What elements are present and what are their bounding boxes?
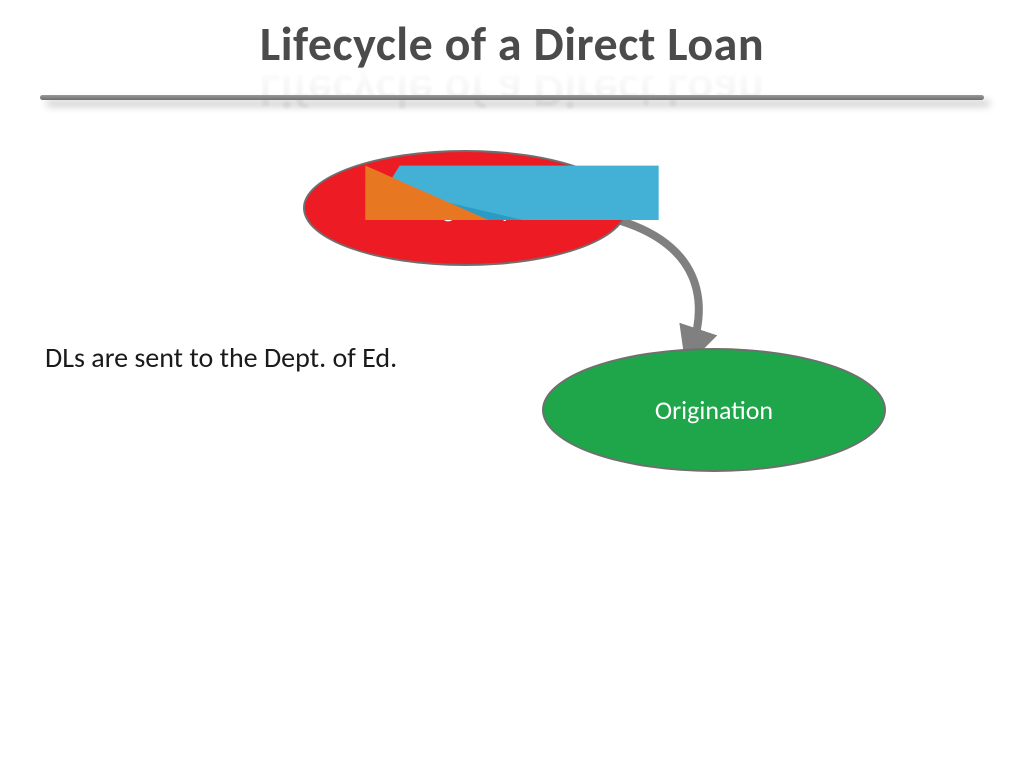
page-number: 8: [969, 709, 978, 731]
node-eligibility-label: Eligibility: [418, 192, 513, 224]
slide: Lifecycle of a Direct Loan Lifecycle of …: [0, 0, 1024, 768]
title-divider: [40, 95, 984, 100]
body-text: DLs are sent to the Dept. of Ed.: [45, 340, 397, 375]
slide-title-reflection: Lifecycle of a Direct Loan: [0, 62, 1024, 121]
node-eligibility: Eligibility: [303, 150, 627, 266]
node-origination-label: Origination: [655, 394, 773, 426]
page-number-badge: 8: [956, 702, 992, 738]
node-origination: Origination: [542, 348, 886, 472]
